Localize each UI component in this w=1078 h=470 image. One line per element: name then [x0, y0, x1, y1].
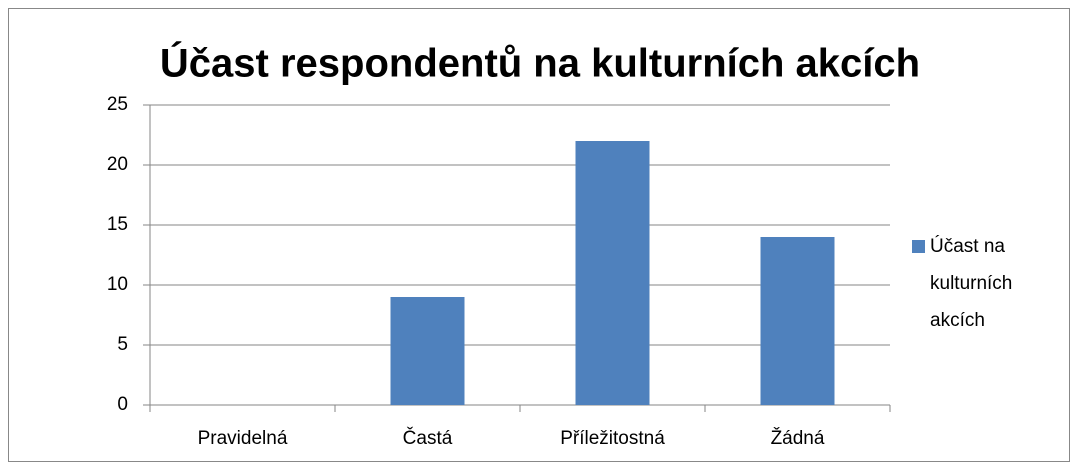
y-tick-label: 25	[107, 94, 128, 115]
chart-title: Účast respondentů na kulturních akcích	[160, 40, 920, 86]
y-tick-label: 0	[117, 394, 128, 415]
x-tick-label: Žádná	[771, 427, 825, 449]
x-tick-label: Častá	[403, 427, 453, 449]
y-tick-label: 10	[107, 274, 128, 295]
y-tick-label: 20	[107, 154, 128, 175]
y-tick-label: 15	[107, 214, 128, 235]
chart-border	[8, 8, 1070, 462]
legend-swatch	[912, 240, 925, 253]
y-tick-label: 5	[117, 334, 128, 355]
bar	[575, 141, 650, 405]
x-tick-label: Pravidelná	[198, 428, 288, 449]
legend-label: Účast na kulturních akcích	[930, 236, 1013, 331]
x-tick-label: Příležitostná	[560, 428, 665, 449]
bar	[390, 297, 465, 405]
bar	[760, 237, 835, 405]
